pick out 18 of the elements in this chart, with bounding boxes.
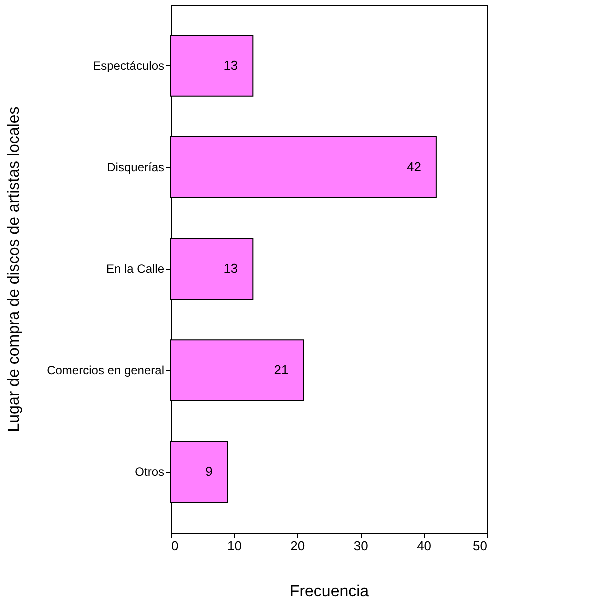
y-tick-label: Disquerías bbox=[107, 160, 164, 174]
data-label: 21 bbox=[274, 362, 289, 378]
data-label: 42 bbox=[406, 159, 422, 174]
x-axis-title: Frecuencia bbox=[290, 584, 370, 600]
x-tick-label: 0 bbox=[172, 538, 179, 554]
y-tick-label: En la Calle bbox=[106, 262, 165, 276]
x-tick-label: 10 bbox=[227, 538, 242, 554]
data-label: 13 bbox=[224, 261, 238, 276]
y-axis-title: Lugar de compra de discos de artistas locales bbox=[6, 106, 24, 432]
x-tick-label: 40 bbox=[417, 538, 432, 554]
x-tick-label: 30 bbox=[354, 538, 368, 554]
y-tick-label: Otros bbox=[135, 465, 164, 480]
data-label: 13 bbox=[224, 58, 238, 73]
y-tick-label: Espectáculos bbox=[93, 58, 164, 73]
y-tick-label: Comercios en general bbox=[47, 364, 164, 378]
x-tick-label: 20 bbox=[290, 538, 306, 554]
x-tick-label: 50 bbox=[473, 538, 488, 554]
data-label: 9 bbox=[206, 464, 213, 480]
